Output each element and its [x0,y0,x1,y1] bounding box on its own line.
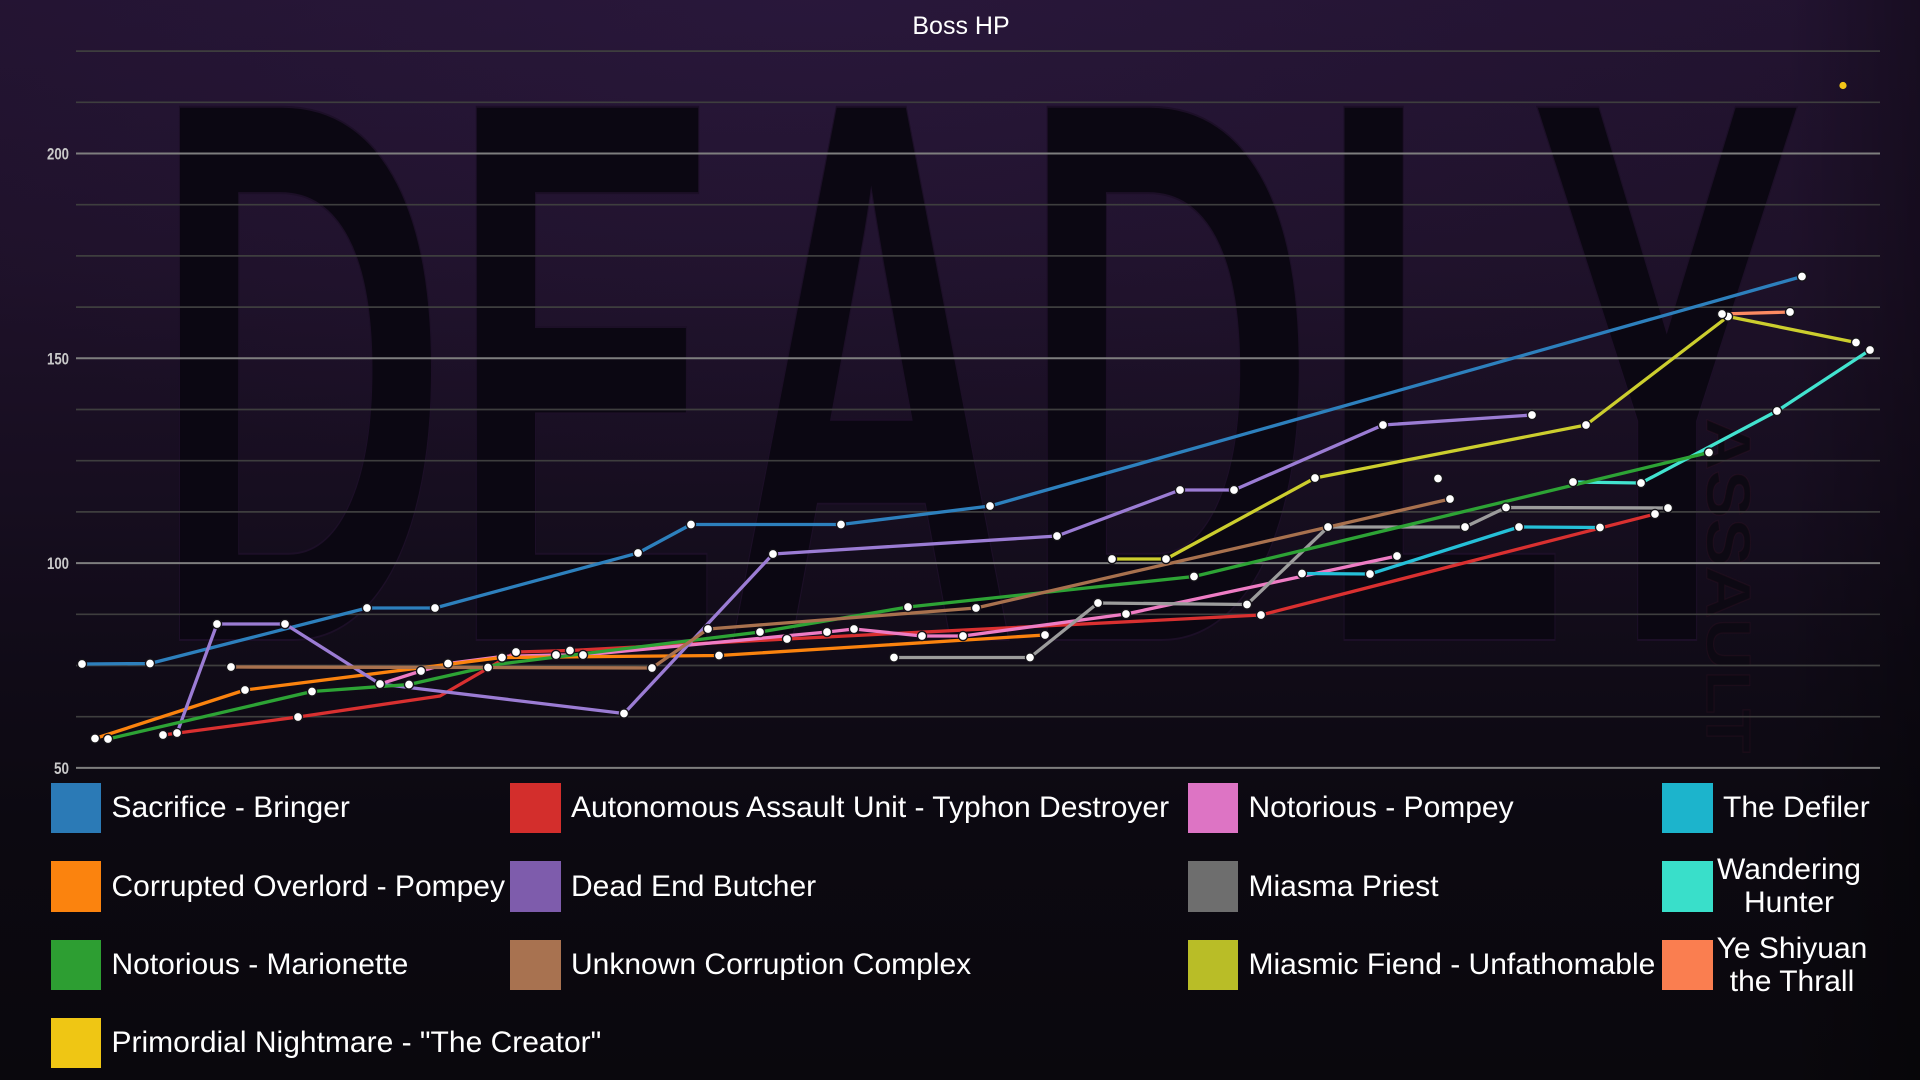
svg-text:100: 100 [47,554,69,573]
svg-text:ASSAULT: ASSAULT [1693,418,1762,753]
svg-text:50: 50 [54,759,69,778]
svg-text:Boss HP: Boss HP [912,12,1009,40]
svg-text:200: 200 [47,145,69,164]
svg-text:150: 150 [47,349,69,368]
